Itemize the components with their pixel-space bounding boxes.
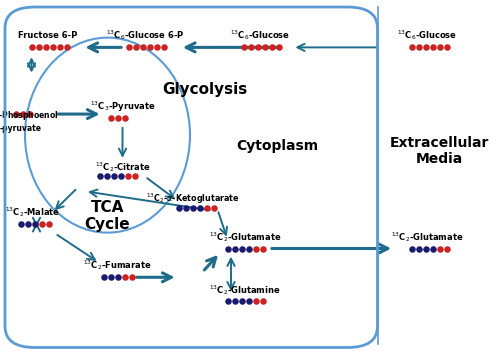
Point xyxy=(231,298,239,304)
Point xyxy=(146,45,154,50)
Point xyxy=(436,45,444,50)
Text: TCA
Cycle: TCA Cycle xyxy=(84,200,130,232)
Point xyxy=(414,246,422,251)
Point xyxy=(42,45,50,50)
Point xyxy=(110,173,118,178)
Point xyxy=(408,246,416,251)
Point xyxy=(259,246,267,251)
Point xyxy=(231,246,239,251)
Point xyxy=(275,45,283,50)
Point xyxy=(128,274,136,279)
Point xyxy=(114,274,122,279)
Text: $^{13}$C$_2$-Glutamine: $^{13}$C$_2$-Glutamine xyxy=(209,283,281,297)
Point xyxy=(125,45,133,50)
Point xyxy=(48,45,56,50)
Point xyxy=(247,45,255,50)
Point xyxy=(18,111,26,117)
Point xyxy=(408,45,416,50)
Point xyxy=(132,45,140,50)
Text: $^{13}$C$_3$-Phosphoenol
-pyruvate: $^{13}$C$_3$-Phosphoenol -pyruvate xyxy=(0,109,58,133)
Point xyxy=(182,205,190,211)
Point xyxy=(442,45,450,50)
Text: $^{13}$C$_6$-Glucose: $^{13}$C$_6$-Glucose xyxy=(398,28,458,42)
Point xyxy=(252,246,260,251)
Point xyxy=(114,115,122,120)
Point xyxy=(428,45,436,50)
Text: Extracellular
Media: Extracellular Media xyxy=(390,136,488,166)
Point xyxy=(196,205,204,211)
Point xyxy=(254,45,262,50)
Text: Glycolysis: Glycolysis xyxy=(162,82,248,97)
Point xyxy=(153,45,161,50)
Text: Fructose 6-P: Fructose 6-P xyxy=(18,31,77,40)
Point xyxy=(224,246,232,251)
Point xyxy=(436,246,444,251)
Point xyxy=(120,274,128,279)
Point xyxy=(203,205,211,211)
Point xyxy=(428,246,436,251)
Point xyxy=(240,45,248,50)
Point xyxy=(120,115,128,120)
Point xyxy=(26,111,34,117)
Point xyxy=(124,173,132,178)
Point xyxy=(28,45,36,50)
Point xyxy=(238,298,246,304)
Point xyxy=(34,45,42,50)
Text: $^{13}$C$_2$-Glutamate: $^{13}$C$_2$-Glutamate xyxy=(391,230,464,244)
Point xyxy=(210,205,218,211)
Point xyxy=(259,298,267,304)
Point xyxy=(268,45,276,50)
Text: $^{13}$C$_3$-Pyruvate: $^{13}$C$_3$-Pyruvate xyxy=(90,100,156,114)
Point xyxy=(252,298,260,304)
Text: $^{13}$C$_2$-Fumarate: $^{13}$C$_2$-Fumarate xyxy=(83,258,152,272)
Point xyxy=(96,173,104,178)
Point xyxy=(245,246,253,251)
Point xyxy=(103,173,111,178)
Text: $^{13}$C$_2$-Glutamate: $^{13}$C$_2$-Glutamate xyxy=(208,230,282,244)
Point xyxy=(414,45,422,50)
Point xyxy=(12,111,20,117)
Point xyxy=(160,45,168,50)
Point xyxy=(56,45,64,50)
Text: Cytoplasm: Cytoplasm xyxy=(236,139,318,153)
Point xyxy=(175,205,183,211)
Point xyxy=(224,298,232,304)
Point xyxy=(106,115,114,120)
Text: $^{13}$C$_2$-Citrate: $^{13}$C$_2$-Citrate xyxy=(94,160,150,174)
Point xyxy=(422,45,430,50)
Text: $^{13}$C$_2$-Malate: $^{13}$C$_2$-Malate xyxy=(5,205,60,219)
Text: $^{13}$C$_6$-Glucose: $^{13}$C$_6$-Glucose xyxy=(230,28,290,42)
Point xyxy=(238,246,246,251)
Point xyxy=(422,246,430,251)
Text: $^{13}$C$_6$-Glucose 6-P: $^{13}$C$_6$-Glucose 6-P xyxy=(106,28,184,42)
Point xyxy=(245,298,253,304)
Point xyxy=(24,221,32,227)
Point xyxy=(189,205,197,211)
Point xyxy=(62,45,70,50)
Point xyxy=(38,221,46,227)
Point xyxy=(45,221,53,227)
Point xyxy=(117,173,125,178)
Point xyxy=(131,173,139,178)
Point xyxy=(106,274,114,279)
Text: $^{13}$C$_2$-$\alpha$-Ketoglutarate: $^{13}$C$_2$-$\alpha$-Ketoglutarate xyxy=(146,191,240,206)
Point xyxy=(261,45,269,50)
Point xyxy=(100,274,108,279)
Point xyxy=(139,45,147,50)
Point xyxy=(17,221,25,227)
Point xyxy=(442,246,450,251)
Point xyxy=(31,221,39,227)
